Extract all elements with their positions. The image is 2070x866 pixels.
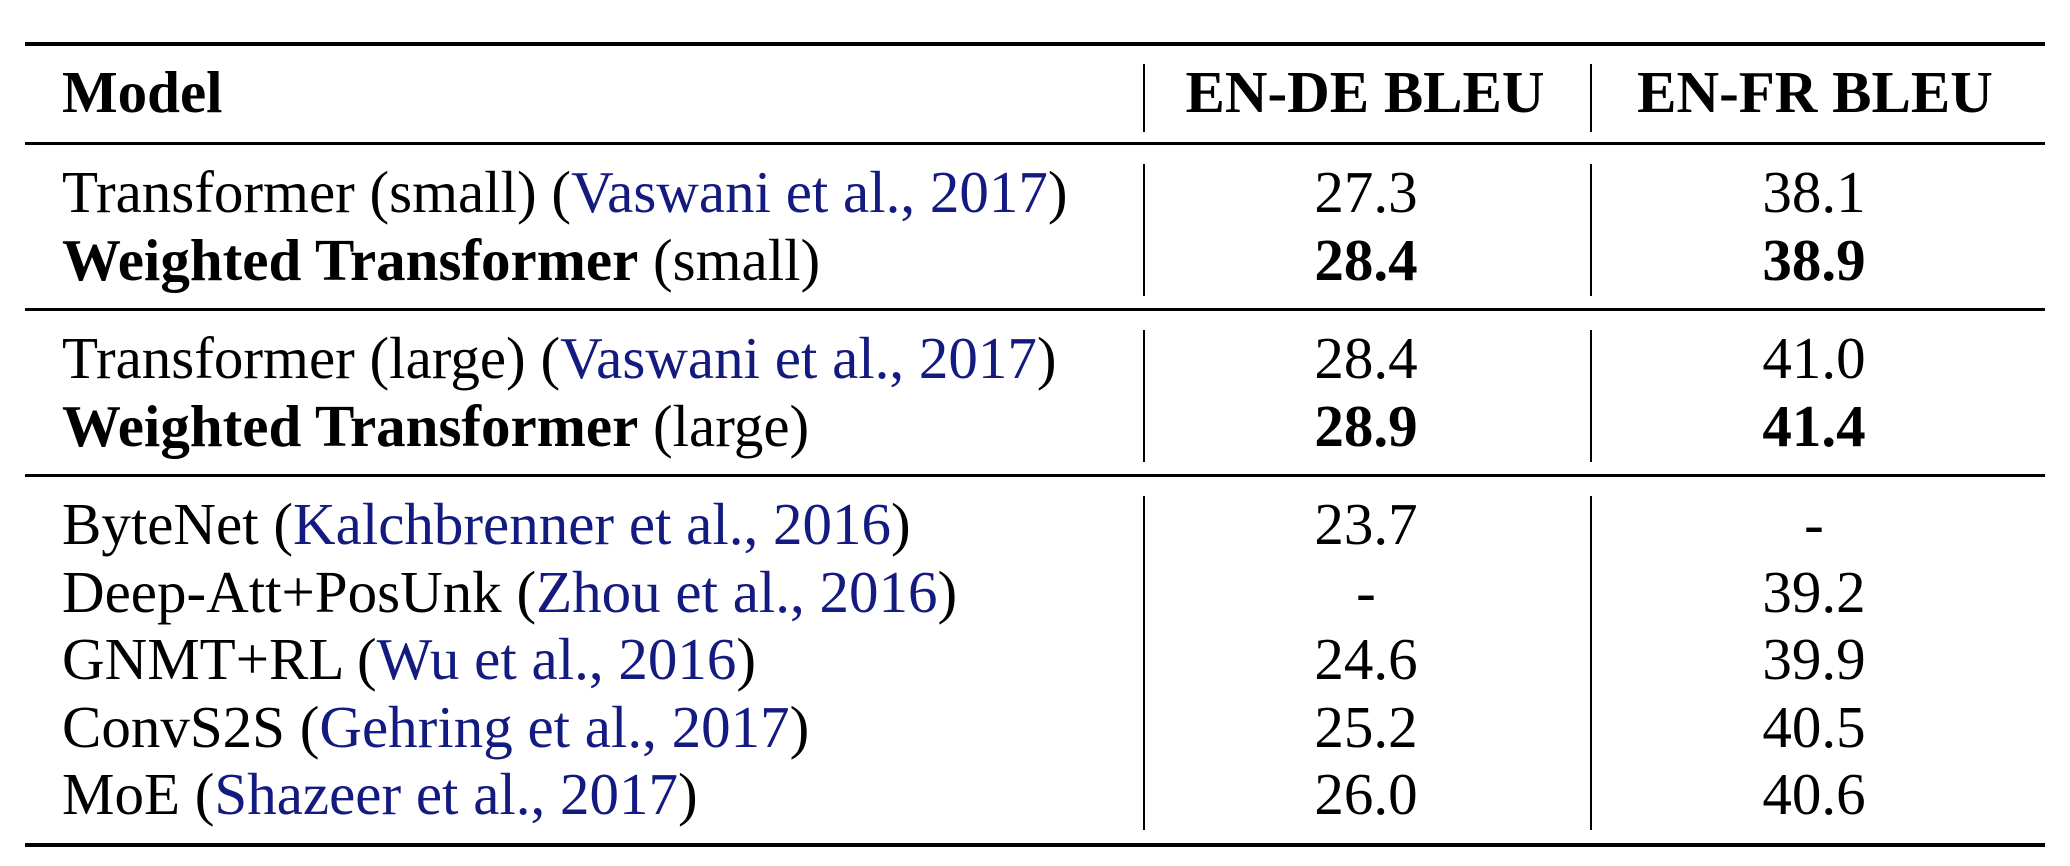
en-de-bleu-value: 28.9 (1314, 392, 1418, 459)
en-fr-bleu-value: 38.9 (1762, 226, 1866, 293)
column-divider (1143, 164, 1145, 296)
model-name: ByteNet (62, 491, 259, 557)
table-row-model: Transformer (large) (Vaswani et al., 201… (62, 324, 1057, 392)
header-en-de-bleu: EN-DE BLEU (1185, 59, 1545, 125)
en-de-bleu-value: 28.4 (1314, 226, 1418, 293)
column-divider (1590, 164, 1592, 296)
model-name: Weighted Transformer (62, 392, 639, 459)
table-row-model: Transformer (small) (Vaswani et al., 201… (62, 158, 1068, 226)
citation-close-paren: ) (736, 626, 756, 692)
en-de-bleu-value: - (1356, 558, 1376, 625)
en-fr-bleu-value: - (1804, 491, 1824, 557)
model-name: Transformer (large) (62, 325, 526, 391)
citation-open-paren: ( (180, 761, 215, 827)
citation-open-paren: ( (258, 491, 294, 557)
table-row-model: ConvS2S (Gehring et al., 2017) (62, 693, 809, 761)
model-name: Transformer (small) (62, 159, 537, 225)
table-row-model: Weighted Transformer (small) (62, 226, 820, 294)
model-size: (small) (638, 226, 821, 293)
table-row-model: GNMT+RL (Wu et al., 2016) (62, 625, 756, 693)
model-name: ConvS2S (62, 693, 285, 760)
citation-close-paren: ) (937, 558, 958, 625)
citation-link[interactable]: Zhou et al., 2016 (536, 558, 938, 625)
column-divider (1143, 496, 1145, 830)
en-de-bleu-value: 26.0 (1314, 761, 1418, 827)
citation-open-paren: ( (501, 558, 537, 625)
column-divider (1590, 64, 1592, 132)
citation-link[interactable]: Vaswani et al., 2017 (560, 325, 1037, 391)
citation-close-paren: ) (789, 693, 810, 760)
table-row-model: Weighted Transformer (large) (62, 392, 809, 460)
en-fr-bleu-value: 41.0 (1762, 325, 1866, 391)
en-de-bleu-value: 24.6 (1314, 626, 1418, 692)
citation-open-paren: ( (536, 159, 572, 225)
en-de-bleu-value: 27.3 (1314, 159, 1418, 225)
citation-close-paren: ) (678, 761, 698, 827)
citation-link[interactable]: Kalchbrenner et al., 2016 (293, 491, 891, 557)
citation-close-paren: ) (1047, 159, 1068, 225)
top-rule (25, 42, 2045, 46)
citation-close-paren: ) (1036, 325, 1057, 391)
column-divider (1590, 330, 1592, 462)
en-de-bleu-value: 28.4 (1314, 325, 1418, 391)
model-name: Deep-Att+PosUnk (62, 558, 502, 625)
header-model: Model (62, 59, 223, 125)
model-name: Weighted Transformer (62, 226, 639, 293)
en-fr-bleu-value: 39.2 (1762, 558, 1866, 625)
en-fr-bleu-value: 40.6 (1762, 761, 1866, 827)
bottom-rule (25, 843, 2045, 847)
citation-link[interactable]: Vaswani et al., 2017 (571, 159, 1048, 225)
column-divider (1143, 64, 1145, 132)
group-rule-2 (25, 474, 2045, 477)
column-divider (1143, 330, 1145, 462)
header-en-fr-bleu: EN-FR BLEU (1637, 59, 1993, 125)
citation-open-paren: ( (525, 325, 561, 391)
model-name: GNMT+RL (62, 626, 343, 692)
header-rule (25, 142, 2045, 145)
citation-link[interactable]: Gehring et al., 2017 (319, 693, 790, 760)
en-fr-bleu-value: 41.4 (1762, 392, 1866, 459)
en-fr-bleu-value: 39.9 (1762, 626, 1866, 692)
en-fr-bleu-value: 40.5 (1762, 693, 1866, 760)
model-size: (large) (638, 392, 810, 459)
citation-open-paren: ( (342, 626, 377, 692)
en-fr-bleu-value: 38.1 (1762, 159, 1866, 225)
model-name: MoE (62, 761, 180, 827)
citation-open-paren: ( (284, 693, 320, 760)
group-rule-1 (25, 308, 2045, 311)
table-row-model: MoE (Shazeer et al., 2017) (62, 760, 698, 828)
en-de-bleu-value: 23.7 (1314, 491, 1418, 557)
citation-link[interactable]: Shazeer et al., 2017 (214, 761, 679, 827)
column-divider (1590, 496, 1592, 830)
citation-link[interactable]: Wu et al., 2016 (376, 626, 737, 692)
table-row-model: ByteNet (Kalchbrenner et al., 2016) (62, 490, 911, 558)
citation-close-paren: ) (890, 491, 911, 557)
en-de-bleu-value: 25.2 (1314, 693, 1418, 760)
table-row-model: Deep-Att+PosUnk (Zhou et al., 2016) (62, 558, 957, 626)
